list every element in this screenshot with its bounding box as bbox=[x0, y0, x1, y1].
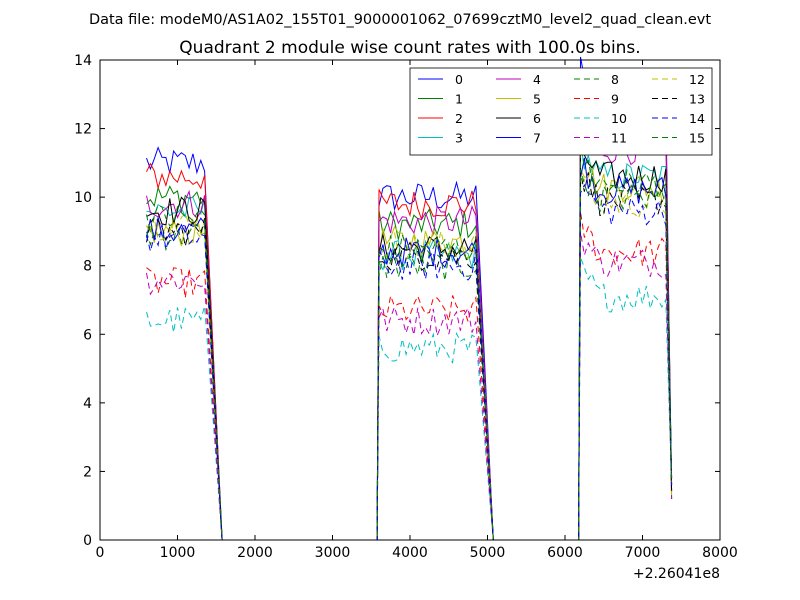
legend-label-6: 6 bbox=[533, 111, 541, 126]
x-tick-label: 1000 bbox=[160, 545, 196, 561]
series-line-8 bbox=[146, 143, 673, 541]
chart-title: Quadrant 2 module wise count rates with … bbox=[179, 38, 640, 58]
legend-label-13: 13 bbox=[689, 92, 705, 107]
x-tick-label: 3000 bbox=[315, 545, 351, 561]
legend-label-12: 12 bbox=[689, 72, 705, 87]
series-line-9 bbox=[146, 211, 673, 541]
legend-label-9: 9 bbox=[611, 92, 619, 107]
legend-label-8: 8 bbox=[611, 72, 619, 87]
y-tick-label: 0 bbox=[83, 533, 92, 549]
legend-label-7: 7 bbox=[533, 131, 541, 146]
x-tick-label: 8000 bbox=[702, 545, 738, 561]
x-tick-label: 2000 bbox=[237, 545, 273, 561]
y-tick-label: 14 bbox=[74, 53, 92, 69]
plot-area bbox=[146, 56, 673, 541]
figure-suptitle: Data file: modeM0/AS1A02_155T01_90000010… bbox=[89, 12, 711, 28]
series-line-12 bbox=[146, 171, 673, 541]
y-tick-label: 12 bbox=[74, 122, 92, 138]
series-line-7 bbox=[146, 157, 673, 541]
y-tick-label: 2 bbox=[83, 464, 92, 480]
series-line-13 bbox=[146, 172, 673, 541]
x-tick-label: 7000 bbox=[625, 545, 661, 561]
y-tick-label: 10 bbox=[74, 190, 92, 206]
series-line-10 bbox=[146, 257, 673, 541]
series-line-3 bbox=[146, 141, 673, 541]
series-line-14 bbox=[146, 183, 673, 541]
legend-label-1: 1 bbox=[455, 92, 463, 107]
series-line-11 bbox=[146, 231, 673, 541]
legend-label-5: 5 bbox=[533, 92, 541, 107]
y-tick-label: 6 bbox=[83, 327, 92, 343]
legend-label-15: 15 bbox=[689, 131, 705, 146]
x-tick-label: 0 bbox=[96, 545, 105, 561]
x-tick-label: 5000 bbox=[470, 545, 506, 561]
legend-box bbox=[409, 67, 713, 156]
y-tick-label: 4 bbox=[83, 396, 92, 412]
legend-label-14: 14 bbox=[689, 111, 705, 126]
legend-label-11: 11 bbox=[611, 131, 627, 146]
x-tick-label: 6000 bbox=[547, 545, 583, 561]
legend-label-4: 4 bbox=[533, 72, 541, 87]
series-line-4 bbox=[146, 120, 673, 541]
series-line-5 bbox=[146, 165, 673, 541]
legend-label-0: 0 bbox=[455, 72, 463, 87]
x-tick-label: 4000 bbox=[392, 545, 428, 561]
legend-label-10: 10 bbox=[611, 111, 627, 126]
series-line-15 bbox=[146, 169, 673, 541]
legend-label-3: 3 bbox=[455, 131, 463, 146]
y-tick-label: 8 bbox=[83, 259, 92, 275]
axes: 0 1000 2000 3000 4000 5000 6000 7000 80000246810… bbox=[74, 53, 738, 561]
legend-label-2: 2 bbox=[455, 111, 463, 126]
x-offset-label: +2.26041e8 bbox=[633, 566, 720, 582]
